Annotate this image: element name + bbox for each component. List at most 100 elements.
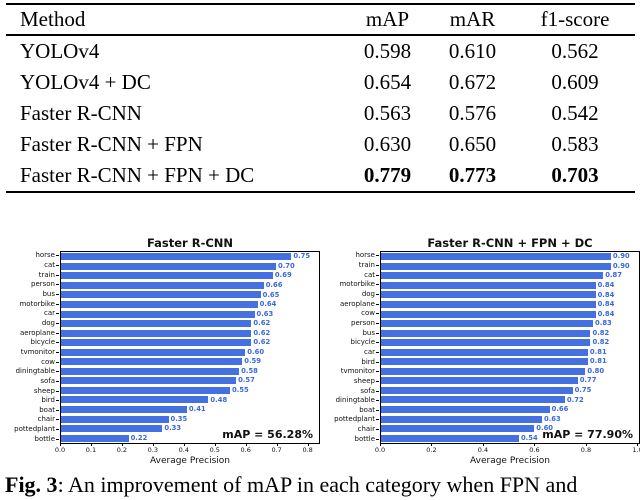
bar-value-label: 0.84: [597, 281, 615, 290]
y-axis-label: cow: [328, 309, 380, 319]
bar-value-label: 0.63: [256, 309, 274, 318]
y-axis-label: pottedplant: [328, 415, 380, 425]
bar-value-label: 0.70: [277, 261, 295, 270]
bar: [381, 425, 535, 433]
table-row: Faster R-CNN 0.563 0.576 0.542: [6, 98, 635, 129]
figure-caption: Fig. 3: An improvement of mAP in each ca…: [5, 472, 637, 498]
table-row: YOLOv4 0.598 0.610 0.562: [6, 36, 635, 67]
y-axis-label: tvmonitor: [8, 348, 60, 358]
bar: [381, 434, 519, 442]
x-tick-label: 0.0: [374, 446, 386, 454]
table-rule-bottom: [6, 190, 635, 193]
bar-row: 0.84: [381, 300, 639, 310]
table-row: YOLOv4 + DC 0.654 0.672 0.609: [6, 67, 635, 98]
bar-row: 0.81: [381, 357, 639, 367]
plot-area: 0.75 0.70 0.69 0.66 0.65 0.64 0.63 0.62 0.62 0.62…: [60, 251, 320, 444]
bar-row: 0.75: [61, 252, 319, 262]
bar-value-label: 0.84: [597, 290, 615, 299]
bar-row: 0.65: [61, 290, 319, 300]
x-tick-mark: [276, 444, 278, 446]
bar-value-label: 0.62: [253, 338, 271, 347]
x-tick-mark: [90, 444, 92, 446]
bar-value-label: 0.81: [589, 347, 607, 356]
table-cell-f1: 0.703: [551, 162, 599, 187]
table-cell-method: Faster R-CNN + FPN + DC: [20, 162, 255, 187]
bar-row: 0.90: [381, 262, 639, 272]
bar: [61, 272, 273, 280]
chart-title: Faster R-CNN + FPN + DC: [427, 236, 593, 250]
bar-value-label: 0.72: [566, 395, 584, 404]
table-cell-map: 0.779: [363, 162, 412, 187]
map-annotation: mAP = 56.28%: [222, 428, 313, 441]
bar: [61, 377, 237, 385]
bar-row: 0.75: [381, 386, 639, 396]
table-cell-method: YOLOv4: [20, 38, 100, 63]
x-tick-label: 0.2: [426, 446, 437, 454]
bar-value-label: 0.65: [262, 290, 280, 299]
bar-row: 0.84: [381, 309, 639, 319]
bar: [381, 396, 565, 404]
bar-row: 0.57: [61, 376, 319, 386]
results-table: Method mAP mAR f1-score YOLOv4 0.598 0.610…: [6, 3, 635, 193]
bar: [61, 434, 129, 442]
y-axis-label: motorbike: [328, 280, 380, 290]
bar: [381, 329, 591, 337]
bar: [61, 262, 276, 270]
bar: [381, 301, 596, 308]
bar: [381, 339, 591, 347]
table-row: Faster R-CNN + FPN 0.630 0.650 0.583: [6, 129, 635, 160]
bar: [61, 386, 230, 394]
x-axis-ticks: 0.0 0.1 0.2 0.3 0.4 0.5 0.6 0.7 0.8: [55, 444, 320, 455]
x-tick-mark: [534, 444, 536, 446]
bar: [61, 406, 187, 414]
bar-row: 0.58: [61, 367, 319, 377]
y-axis-label: tvmonitor: [328, 367, 380, 377]
y-axis-label: pottedplant: [8, 425, 60, 435]
bar: [381, 262, 611, 270]
chart-faster-rcnn-fpn-dc: Faster R-CNN + FPN + DC horse train cat moto…: [328, 236, 640, 468]
bar-row: 0.62: [61, 328, 319, 338]
bar: [381, 320, 594, 328]
bar-row: 0.59: [61, 357, 319, 367]
bar-row: 0.41: [61, 405, 319, 415]
bar: [61, 425, 163, 433]
x-tick-mark: [431, 444, 433, 446]
y-axis-label: cow: [8, 357, 60, 367]
y-axis-label: bus: [328, 328, 380, 338]
bar-value-label: 0.90: [612, 252, 630, 261]
x-tick-label: 0.8: [580, 446, 592, 454]
table-body: YOLOv4 0.598 0.610 0.562 YOLOv4 + DC 0.654 0.6…: [6, 36, 635, 191]
bar: [381, 415, 542, 423]
bar-row: 0.54: [381, 433, 639, 443]
bar: [381, 386, 573, 394]
y-axis-label: train: [328, 261, 380, 271]
table-cell-map: 0.654: [363, 69, 412, 94]
x-tick-mark: [152, 444, 154, 446]
bar: [381, 291, 596, 299]
bar-row: 0.90: [381, 252, 639, 262]
bar-row: 0.69: [61, 271, 319, 281]
table-header-method: Method: [20, 7, 86, 31]
x-axis-title: Average Precision: [470, 456, 550, 466]
bar-value-label: 0.41: [188, 405, 206, 414]
y-axis-label: diningtable: [8, 367, 60, 377]
bar-value-label: 0.90: [612, 261, 630, 270]
bar-row: 0.33: [61, 424, 319, 434]
bar-row: 0.62: [61, 319, 319, 329]
bar-value-label: 0.59: [244, 357, 261, 366]
x-axis-title: Average Precision: [150, 456, 230, 466]
bar-row: 0.82: [381, 338, 639, 348]
bar: [61, 415, 169, 423]
y-axis-label: bus: [8, 290, 60, 300]
bar-row: 0.35: [61, 414, 319, 424]
x-tick-label: 0.6: [240, 446, 251, 454]
y-axis-labels: horse cat train person bus motorbike car dog aer…: [8, 251, 60, 444]
bar-row: 0.66: [381, 405, 639, 415]
bar-row: 0.60: [61, 347, 319, 357]
table-cell-f1: 0.562: [551, 38, 599, 63]
bar-row: 0.72: [381, 395, 639, 405]
bar-value-label: 0.22: [130, 433, 148, 442]
y-axis-label: aeroplane: [328, 299, 380, 309]
bar: [61, 329, 252, 337]
y-axis-label: motorbike: [8, 299, 60, 309]
